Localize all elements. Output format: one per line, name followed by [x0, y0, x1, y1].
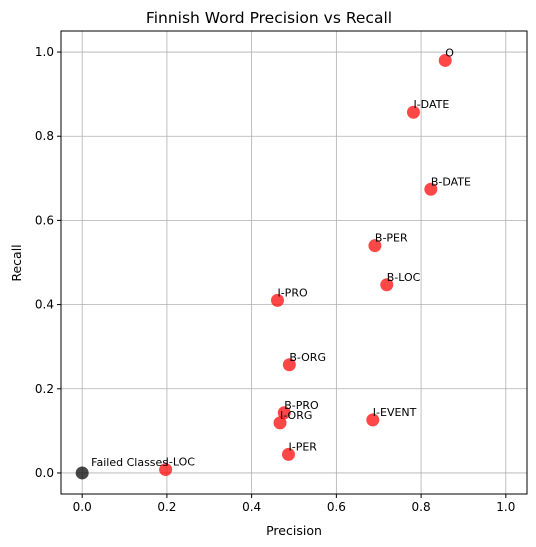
x-tick-label: 1.0: [496, 500, 515, 514]
data-point: [406, 105, 420, 119]
data-point: [368, 239, 382, 253]
data-point: [380, 278, 394, 292]
data-points: OI-DATEB-DATEB-PERB-LOCI-PROB-ORGB-PROI-…: [75, 46, 471, 480]
failed-classes-point: [75, 466, 89, 480]
point-label: I-EVENT: [373, 406, 417, 419]
chart-title: Finnish Word Precision vs Recall: [146, 9, 392, 27]
y-tick-label: 1.0: [35, 45, 54, 59]
point-label: B-ORG: [289, 351, 326, 364]
grid: [61, 31, 527, 494]
y-tick-label: 0.2: [35, 382, 54, 396]
point-label: I-DATE: [413, 98, 449, 111]
x-tick-label: 0.4: [242, 500, 261, 514]
point-label: I-PER: [288, 440, 317, 453]
x-axis-label: Precision: [266, 523, 322, 538]
y-tick-label: 0.4: [35, 298, 54, 312]
x-tick-label: 0.2: [157, 500, 176, 514]
point-label: B-PRO: [284, 399, 319, 412]
data-point: [438, 53, 452, 67]
data-point: [424, 182, 438, 196]
x-tick-label: 0.0: [73, 500, 92, 514]
y-tick-label: 0.0: [35, 466, 54, 480]
plot-frame: [60, 30, 528, 495]
y-tick-label: 0.8: [35, 129, 54, 143]
point-label: I-LOC: [166, 456, 196, 469]
point-label: B-DATE: [431, 175, 471, 188]
point-label: I-PRO: [277, 286, 307, 299]
data-point: [270, 293, 284, 307]
data-point: [277, 406, 291, 420]
data-point: [281, 447, 295, 461]
data-point: [282, 358, 296, 372]
x-tick-label: 0.6: [327, 500, 346, 514]
y-tick-label: 0.6: [35, 213, 54, 227]
x-axis-ticks: 0.0 0.2 0.4 0.6 0.8 1.0: [73, 494, 515, 514]
point-label: B-PER: [375, 232, 408, 245]
data-point: [366, 413, 380, 427]
x-tick-label: 0.8: [412, 500, 431, 514]
failed-classes-label: Failed Classes: [91, 456, 168, 469]
y-axis-label: Recall: [9, 244, 24, 281]
point-label: B-LOC: [387, 271, 421, 284]
data-point: [159, 463, 173, 477]
y-axis-ticks: 0.0 0.2 0.4 0.6 0.8 1.0: [35, 45, 61, 480]
data-point: [273, 416, 287, 430]
point-label: O: [445, 46, 454, 59]
point-label: I-ORG: [280, 409, 312, 422]
